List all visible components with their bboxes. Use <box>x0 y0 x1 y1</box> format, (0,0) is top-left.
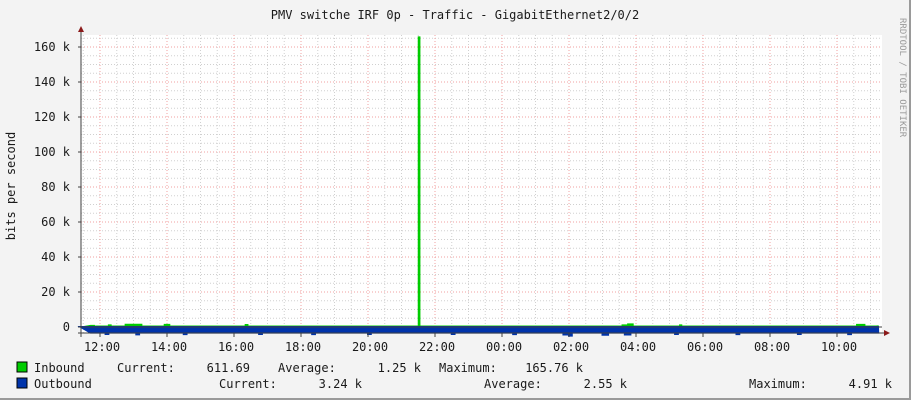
y-axis-arrow <box>78 26 84 32</box>
y-tick-label: 60 k <box>41 215 71 229</box>
y-tick-label: 120 k <box>34 110 71 124</box>
x-tick-label: 20:00 <box>352 340 388 354</box>
plot-area <box>81 35 882 333</box>
inbound-swatch <box>16 361 28 373</box>
legend-outbound: Outbound Current: 3.24 k Average: 2.55 k… <box>16 377 893 391</box>
inbound-maximum-label: Maximum: <box>439 361 497 375</box>
outbound-maximum-label: Maximum: <box>749 377 807 391</box>
inbound-maximum: 165.76 k <box>525 361 584 375</box>
x-tick-label: 16:00 <box>218 340 254 354</box>
outbound-maximum: 4.91 k <box>849 377 893 391</box>
x-tick-label: 04:00 <box>620 340 656 354</box>
series-inbound-area <box>80 36 879 328</box>
x-tick-label: 10:00 <box>821 340 857 354</box>
y-tick-label: 0 <box>63 320 70 334</box>
x-tick-label: 14:00 <box>151 340 187 354</box>
y-tick-label: 80 k <box>41 180 71 194</box>
x-tick-label: 12:00 <box>84 340 120 354</box>
outbound-swatch <box>16 377 28 389</box>
y-tick-label: 140 k <box>34 75 71 89</box>
outbound-name: Outbound <box>34 377 92 391</box>
x-tick-label: 06:00 <box>687 340 723 354</box>
inbound-average-label: Average: <box>278 361 336 375</box>
y-tick-label: 40 k <box>41 250 71 264</box>
outbound-average: 2.55 k <box>584 377 628 391</box>
chart-title: PMV switche IRF 0p - Traffic - GigabitEt… <box>271 8 639 22</box>
y-axis-label: bits per second <box>4 132 18 240</box>
x-tick-labels: 12:00 14:00 16:00 18:00 20:00 22:00 00:00 02:00… <box>84 340 857 354</box>
x-tick-label: 08:00 <box>754 340 790 354</box>
x-tick-label: 02:00 <box>553 340 589 354</box>
outbound-average-label: Average: <box>484 377 542 391</box>
outbound-current: 3.24 k <box>319 377 363 391</box>
inbound-current-label: Current: <box>117 361 175 375</box>
x-tick-label: 00:00 <box>486 340 522 354</box>
x-tick-label: 22:00 <box>419 340 455 354</box>
y-tick-label: 20 k <box>41 285 71 299</box>
x-axis-arrow <box>884 330 890 336</box>
y-tick-labels: 0 20 k 40 k 60 k 80 k 100 k 120 k 140 k 160 k <box>34 40 71 334</box>
legend-inbound: Inbound Current: 611.69 Average: 1.25 k … <box>16 361 584 375</box>
y-tick-label: 100 k <box>34 145 71 159</box>
y-tick-label: 160 k <box>34 40 71 54</box>
outbound-current-label: Current: <box>219 377 277 391</box>
series-outbound-area <box>77 326 880 337</box>
x-tick-label: 18:00 <box>285 340 321 354</box>
inbound-current: 611.69 <box>207 361 250 375</box>
inbound-average: 1.25 k <box>378 361 422 375</box>
rrdtool-watermark: RRDTOOL / TOBI OETIKER <box>897 18 907 138</box>
inbound-name: Inbound <box>34 361 85 375</box>
axes <box>78 26 890 337</box>
